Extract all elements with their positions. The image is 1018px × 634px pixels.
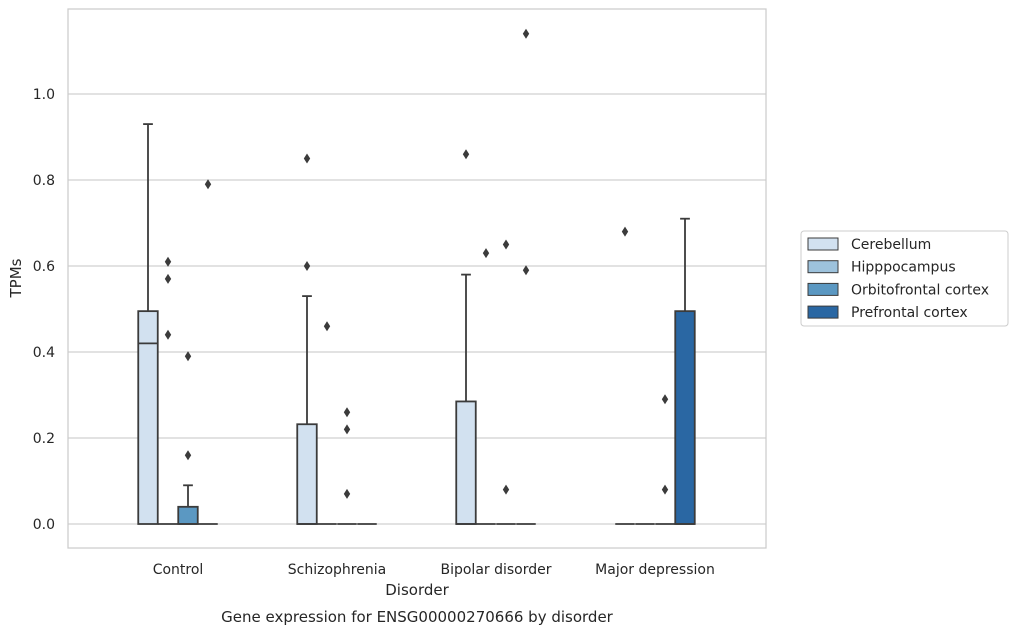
- x-tick-label: Control: [153, 562, 204, 578]
- box-2-3: [516, 28, 536, 525]
- box-3-3: [674, 217, 696, 525]
- y-tick-label: 0.4: [33, 345, 55, 361]
- outlier-point: [661, 484, 669, 495]
- legend-frame: [800, 230, 1009, 327]
- outlier-point: [661, 394, 669, 405]
- outlier-point: [462, 149, 470, 160]
- legend-swatch: [807, 305, 839, 319]
- box-body: [455, 400, 477, 525]
- y-tick-label: 0.8: [33, 173, 55, 189]
- y-tick-label: 1.0: [33, 87, 55, 103]
- box-1-1: [317, 321, 337, 525]
- box-2-2: [496, 239, 516, 525]
- box-body: [177, 505, 199, 525]
- legend-swatch: [807, 282, 839, 296]
- outlier-point: [343, 407, 351, 418]
- x-tick-labels: Control Schizophrenia Bipolar disorder Majo…: [153, 562, 715, 578]
- y-tick-label: 0.6: [33, 259, 55, 275]
- box-0-2: [177, 351, 199, 525]
- box-0-0: [137, 123, 159, 525]
- outlier-point: [343, 424, 351, 435]
- outlier-point: [522, 265, 530, 276]
- outlier-point: [323, 321, 331, 332]
- box-1-2: [337, 407, 357, 525]
- outlier-point: [164, 256, 172, 267]
- box-2-1: [476, 248, 496, 525]
- outlier-point: [303, 261, 311, 271]
- outlier-point: [502, 484, 510, 495]
- x-tick-label: Major depression: [595, 562, 715, 578]
- plot-frame: [67, 8, 767, 549]
- x-tick-label: Bipolar disorder: [440, 562, 551, 578]
- y-tick-labels: 0.0 0.2 0.4 0.6 0.8 1.0: [33, 87, 55, 533]
- legend-label: Hipppocampus: [851, 260, 956, 276]
- outlier-point: [164, 273, 172, 284]
- box-body: [296, 423, 318, 525]
- legend-label: Prefrontal cortex: [851, 305, 968, 321]
- legend: Cerebellum Hipppocampus Orbitofrontal cort…: [800, 230, 1009, 327]
- outlier-point: [303, 153, 311, 164]
- legend-label: Cerebellum: [851, 237, 931, 253]
- legend-swatch: [807, 260, 839, 274]
- plot-marks: [137, 28, 696, 525]
- gridlines: [68, 93, 766, 525]
- outlier-point: [184, 450, 192, 461]
- y-tick-label: 0.2: [33, 431, 55, 447]
- x-tick-label: Schizophrenia: [288, 562, 386, 578]
- box-2-0: [455, 149, 477, 525]
- y-axis-label: TPMs: [7, 258, 25, 298]
- box-0-1: [158, 256, 178, 525]
- box-1-0: [296, 153, 318, 525]
- chart-caption: Gene expression for ENSG00000270666 by d…: [221, 608, 614, 626]
- legend-label: Orbitofrontal cortex: [851, 282, 989, 298]
- outlier-point: [621, 226, 629, 237]
- outlier-point: [204, 179, 212, 190]
- outlier-point: [502, 239, 510, 250]
- box-body: [137, 310, 159, 525]
- legend-swatch: [807, 237, 839, 251]
- box-body: [674, 310, 696, 525]
- x-axis-label: Disorder: [385, 581, 449, 599]
- box-3-2: [655, 394, 675, 525]
- box-0-3: [198, 179, 218, 525]
- outlier-point: [184, 351, 192, 362]
- outlier-point: [164, 329, 172, 340]
- outlier-point: [522, 28, 530, 39]
- outlier-point: [343, 488, 351, 499]
- box-3-0: [615, 226, 635, 525]
- y-tick-label: 0.0: [33, 517, 55, 533]
- outlier-point: [482, 248, 490, 259]
